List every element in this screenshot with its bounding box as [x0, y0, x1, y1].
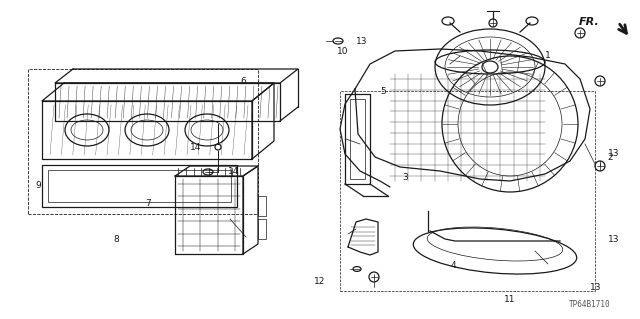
- Text: 4: 4: [450, 261, 456, 270]
- Bar: [340, 91, 595, 291]
- Bar: [42, 165, 237, 207]
- Text: 3: 3: [402, 174, 408, 182]
- Text: 13: 13: [608, 235, 620, 244]
- Text: 2: 2: [607, 153, 613, 162]
- Text: 10: 10: [337, 48, 349, 56]
- Text: 1: 1: [545, 50, 551, 60]
- Text: FR.: FR.: [579, 17, 600, 27]
- Text: 11: 11: [504, 295, 516, 305]
- Text: 12: 12: [314, 278, 326, 286]
- Bar: [350, 99, 365, 179]
- Bar: [48, 170, 231, 202]
- Text: 13: 13: [590, 284, 602, 293]
- Text: 7: 7: [145, 199, 151, 209]
- Text: TP64B1710: TP64B1710: [569, 300, 611, 309]
- Text: 13: 13: [608, 149, 620, 158]
- Bar: [258, 196, 266, 216]
- Bar: [28, 69, 258, 214]
- Bar: [258, 219, 266, 239]
- Text: 5: 5: [380, 87, 386, 97]
- Text: 8: 8: [113, 235, 119, 244]
- Text: 6: 6: [240, 78, 246, 86]
- Text: 14: 14: [190, 144, 202, 152]
- Text: 13: 13: [356, 38, 368, 47]
- Text: 14: 14: [228, 167, 240, 176]
- Text: 9: 9: [35, 181, 41, 189]
